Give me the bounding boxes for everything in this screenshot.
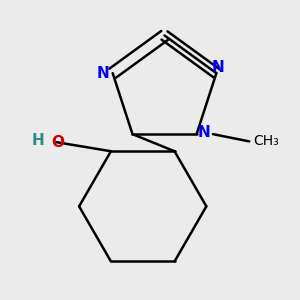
Text: N: N	[96, 66, 109, 81]
Text: N: N	[197, 125, 210, 140]
Text: H: H	[32, 133, 45, 148]
Text: O: O	[52, 135, 65, 150]
Text: CH₃: CH₃	[253, 134, 279, 148]
Text: N: N	[212, 60, 225, 75]
